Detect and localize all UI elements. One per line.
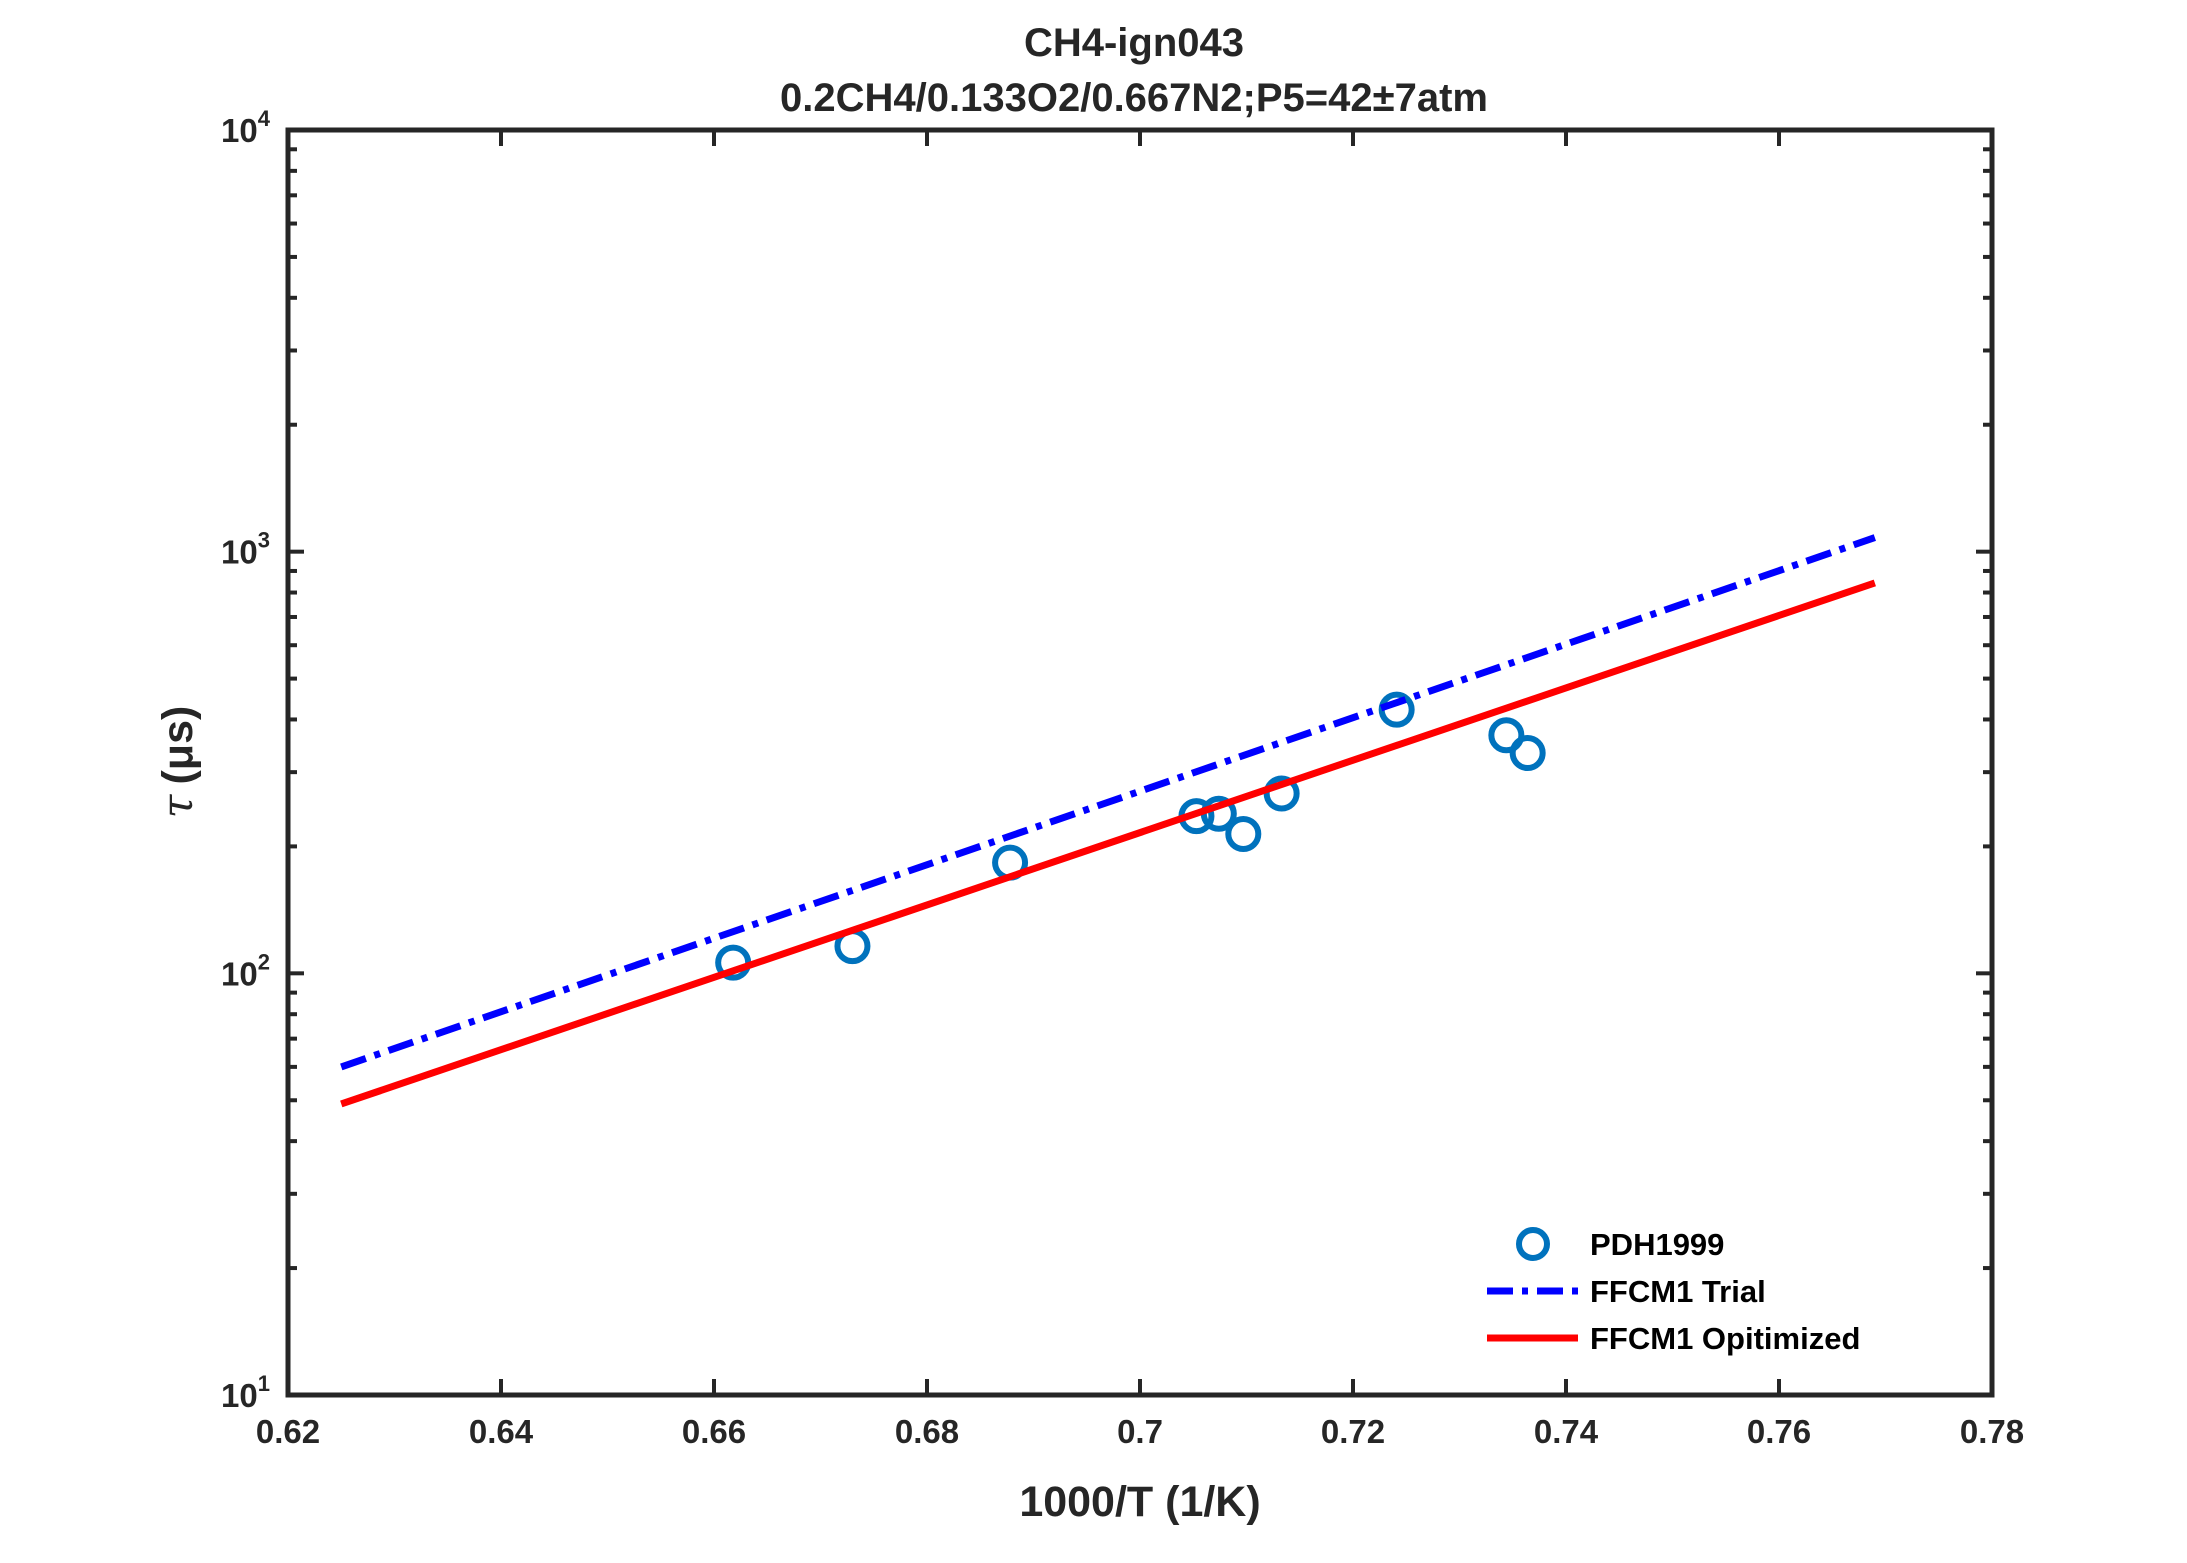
data-point-pdh1999 [1225, 816, 1262, 853]
y-axis-label: τ (μs) [153, 706, 203, 819]
plot-area [288, 130, 1992, 1395]
chart-title: CH4-ign043 [1024, 21, 1244, 65]
axes-box [285, 127, 1995, 1398]
legend-marker-pdh1999 [1516, 1227, 1550, 1261]
legend-label-pdh1999: PDH1999 [1590, 1227, 1724, 1262]
legend-label-ffcm1-optimized: FFCM1 Opitimized [1590, 1321, 1860, 1356]
x-tick-label: 0.64 [469, 1413, 534, 1450]
x-tick-label: 0.72 [1321, 1413, 1385, 1450]
x-tick-label: 0.62 [256, 1413, 320, 1450]
y-tick-label: 101 [221, 1371, 270, 1414]
y-axis-symbol: τ [153, 793, 203, 818]
legend-label-ffcm1-trial: FFCM1 Trial [1590, 1274, 1766, 1309]
data-point-pdh1999 [1263, 775, 1300, 812]
x-tick-label: 0.68 [895, 1413, 959, 1450]
y-tick-label: 103 [221, 528, 270, 571]
axes-background [288, 130, 1992, 1395]
x-axis-label: 1000/T (1/K) [1019, 1478, 1260, 1526]
tick-labels: 0.62 0.64 0.66 0.68 0.7 0.72 0.74 0.76 0.78 101 10… [221, 106, 2024, 1450]
data-point-pdh1999 [1509, 735, 1546, 772]
x-tick-label: 0.66 [682, 1413, 746, 1450]
y-axis-unit: (μs) [154, 706, 202, 785]
data-point-pdh1999 [1488, 717, 1525, 754]
series-line-ffcm1-opitimized [340, 579, 1876, 1108]
series-line-ffcm1-trial [340, 534, 1876, 1071]
series-layer [340, 534, 1876, 1108]
x-tick-label: 0.7 [1117, 1413, 1163, 1450]
chart-subtitle: 0.2CH4/0.133O2/0.667N2;P5=42±7atm [780, 76, 1488, 120]
x-tick-label: 0.76 [1747, 1413, 1811, 1450]
y-tick-label: 104 [221, 106, 271, 149]
x-tick-label: 0.78 [1960, 1413, 2024, 1450]
x-tick-label: 0.74 [1534, 1413, 1599, 1450]
y-tick-label: 102 [221, 949, 270, 992]
legend: PDH1999 FFCM1 Trial FFCM1 Opitimized [1487, 1227, 1860, 1356]
